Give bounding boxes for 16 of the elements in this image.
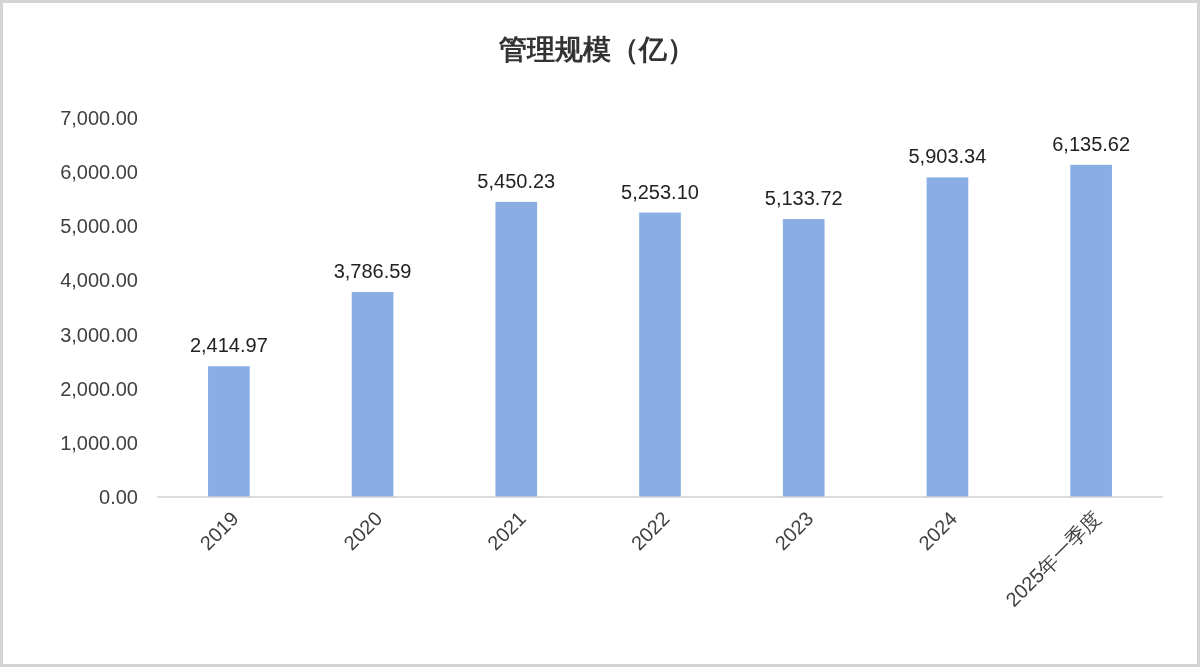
y-tick-label: 2,000.00 bbox=[60, 377, 138, 400]
y-tick-label: 0.00 bbox=[99, 486, 138, 508]
y-tick-label: 7,000.00 bbox=[60, 107, 138, 129]
value-label: 5,133.72 bbox=[764, 187, 843, 210]
y-tick-label: 3,000.00 bbox=[60, 323, 138, 346]
title: 管理规模（亿） bbox=[499, 34, 695, 65]
value-label: 6,135.62 bbox=[1052, 132, 1131, 155]
value-label: 3,786.59 bbox=[333, 260, 412, 282]
value-label: 5,450.23 bbox=[477, 169, 556, 192]
value-label: 5,903.34 bbox=[908, 145, 987, 168]
y-tick-label: 5,000.00 bbox=[60, 215, 138, 238]
y-tick-label: 4,000.00 bbox=[60, 269, 138, 292]
y-tick-label: 6,000.00 bbox=[60, 161, 138, 184]
y-tick-label: 1,000.00 bbox=[60, 431, 138, 454]
value-label: 2,414.97 bbox=[189, 334, 268, 357]
value-label: 5,253.10 bbox=[621, 180, 699, 203]
